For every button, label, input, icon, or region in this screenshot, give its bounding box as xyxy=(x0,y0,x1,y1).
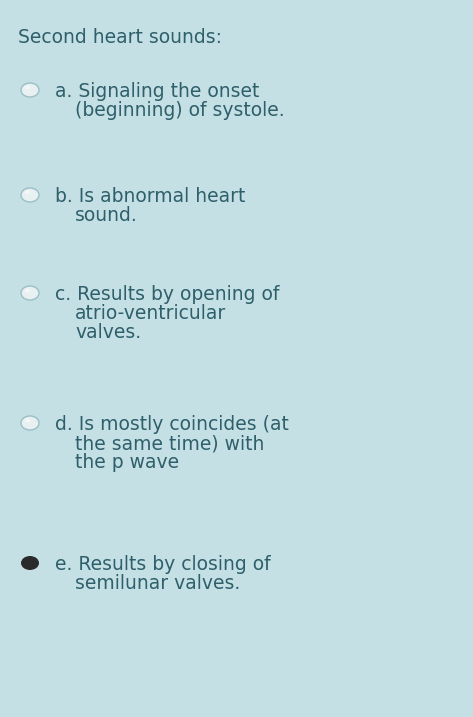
Ellipse shape xyxy=(21,286,39,300)
Ellipse shape xyxy=(21,188,39,202)
Text: (beginning) of systole.: (beginning) of systole. xyxy=(75,101,285,120)
Text: e. Results by closing of: e. Results by closing of xyxy=(55,555,271,574)
Text: sound.: sound. xyxy=(75,206,138,225)
Ellipse shape xyxy=(25,85,30,90)
Text: the p wave: the p wave xyxy=(75,453,179,472)
Text: Second heart sounds:: Second heart sounds: xyxy=(18,28,222,47)
Ellipse shape xyxy=(21,416,39,430)
Text: valves.: valves. xyxy=(75,323,141,342)
Ellipse shape xyxy=(25,288,30,293)
Text: semilunar valves.: semilunar valves. xyxy=(75,574,240,593)
Text: atrio-ventricular: atrio-ventricular xyxy=(75,304,226,323)
Text: c. Results by opening of: c. Results by opening of xyxy=(55,285,280,304)
Ellipse shape xyxy=(21,83,39,97)
Text: b. Is abnormal heart: b. Is abnormal heart xyxy=(55,187,245,206)
Ellipse shape xyxy=(25,419,30,422)
Text: d. Is mostly coincides (at: d. Is mostly coincides (at xyxy=(55,415,289,434)
Text: a. Signaling the onset: a. Signaling the onset xyxy=(55,82,259,101)
Ellipse shape xyxy=(25,191,30,194)
Text: the same time) with: the same time) with xyxy=(75,434,264,453)
Ellipse shape xyxy=(21,556,39,570)
